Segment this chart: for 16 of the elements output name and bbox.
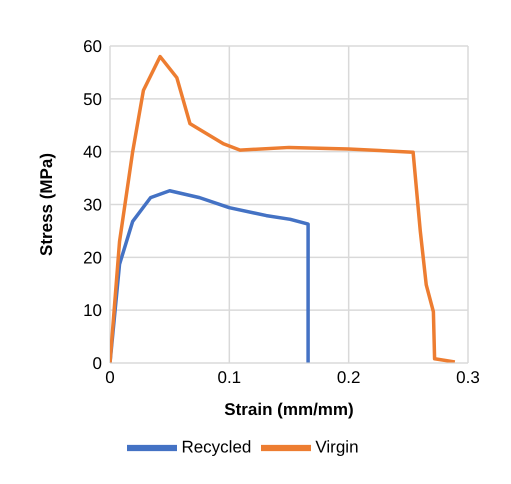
y-tick-label: 40 — [83, 142, 102, 162]
x-tick-label: 0.1 — [218, 368, 242, 388]
legend-label: Virgin — [315, 437, 359, 456]
y-axis-title: Stress (MPa) — [37, 153, 56, 256]
y-tick-label: 50 — [83, 90, 102, 109]
y-tick-label: 60 — [83, 37, 102, 56]
x-tick-label: 0.3 — [456, 368, 480, 388]
y-tick-label: 30 — [83, 196, 102, 215]
x-axis-title: Strain (mm/mm) — [224, 400, 354, 419]
y-tick-label: 20 — [83, 248, 102, 268]
x-tick-label: 0.2 — [336, 368, 360, 388]
y-tick-label: 0 — [92, 354, 102, 374]
x-tick-label: 0 — [105, 368, 115, 388]
line-series — [110, 54, 457, 363]
legend-label: Recycled — [181, 437, 252, 456]
y-tick-label: 10 — [83, 301, 102, 320]
